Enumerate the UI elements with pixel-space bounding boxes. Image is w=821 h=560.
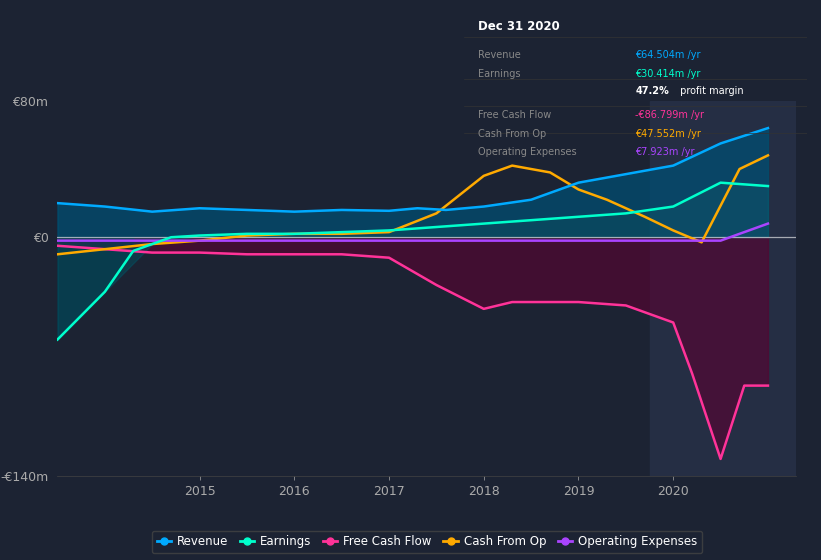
Bar <box>649 101 796 476</box>
Text: Operating Expenses: Operating Expenses <box>478 147 576 157</box>
Text: €30.414m /yr: €30.414m /yr <box>635 69 701 79</box>
Text: Free Cash Flow: Free Cash Flow <box>478 110 551 120</box>
Text: -€86.799m /yr: -€86.799m /yr <box>635 110 704 120</box>
Text: €7.923m /yr: €7.923m /yr <box>635 147 695 157</box>
Text: Dec 31 2020: Dec 31 2020 <box>478 20 559 33</box>
Text: profit margin: profit margin <box>677 86 743 96</box>
Legend: Revenue, Earnings, Free Cash Flow, Cash From Op, Operating Expenses: Revenue, Earnings, Free Cash Flow, Cash … <box>152 531 702 553</box>
Text: 47.2%: 47.2% <box>635 86 669 96</box>
Text: Cash From Op: Cash From Op <box>478 129 546 139</box>
Text: Revenue: Revenue <box>478 49 521 59</box>
Text: €64.504m /yr: €64.504m /yr <box>635 49 701 59</box>
Text: €47.552m /yr: €47.552m /yr <box>635 129 701 139</box>
Text: Earnings: Earnings <box>478 69 520 79</box>
